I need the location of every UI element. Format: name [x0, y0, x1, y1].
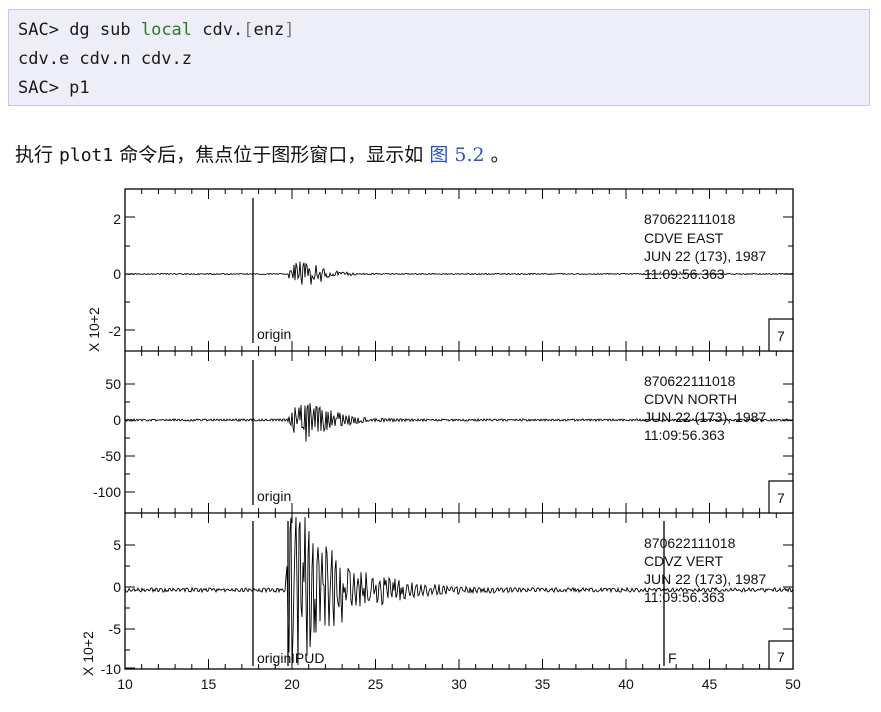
code-prompt: SAC>	[18, 20, 70, 40]
x-tick-label: 40	[618, 676, 634, 692]
station-component: CDVE EAST	[644, 230, 724, 246]
x-tick-label: 20	[284, 676, 300, 692]
station-component: CDVZ VERT	[644, 553, 724, 569]
y-tick-label: -2	[109, 323, 122, 339]
y-tick-label: -10	[101, 661, 121, 677]
x-tick-label: 50	[785, 676, 801, 692]
code-line-2: cdv.e cdv.n cdv.z	[18, 49, 192, 69]
x-tick-label: 10	[117, 676, 133, 692]
y-tick-label: 0	[113, 266, 121, 282]
panel-vert: 5 0 -5 -10 X 10+2 origin IPUD F 87062211…	[80, 516, 794, 677]
body-paragraph: 执行 plot1 命令后，焦点位于图形窗口，显示如 图 5.2 。	[15, 140, 510, 168]
code-block: SAC> dg sub local cdv.[enz] cdv.e cdv.n …	[8, 9, 870, 106]
seismogram-trace-vertical	[124, 516, 794, 667]
y-tick-label: 0	[113, 579, 121, 595]
figure-reference-link[interactable]: 图 5.2	[429, 144, 485, 166]
x-tick-label: 15	[201, 676, 217, 692]
seismogram-trace-north	[124, 403, 794, 442]
code-line-3: SAC> p1	[18, 78, 90, 98]
record-time: 11:09:56.363	[644, 589, 725, 605]
panel-corner-label: 7	[777, 490, 785, 506]
f-pick-label: F	[668, 650, 677, 666]
station-id: 870622111018	[644, 211, 736, 227]
x-tick-label: 25	[368, 676, 384, 692]
code-argument: cdv.	[192, 20, 244, 40]
seismogram-trace-east	[124, 261, 794, 285]
code-command: dg sub	[69, 20, 141, 40]
panel-corner-label: 7	[777, 649, 785, 665]
code-bracket-open: [	[243, 20, 254, 40]
station-component: CDVN NORTH	[644, 391, 737, 407]
record-date: JUN 22 (173), 1987	[644, 409, 766, 425]
x-tick-label: 35	[535, 676, 551, 692]
y-axis-scale-label: X 10+2	[86, 307, 102, 352]
origin-marker-label: origin	[257, 650, 291, 666]
record-time: 11:09:56.363	[644, 427, 725, 443]
record-date: JUN 22 (173), 1987	[644, 248, 766, 264]
panel-north: 50 0 -50 -100 origin 870622111018 CDVN N…	[93, 360, 794, 514]
code-line-1: SAC> dg sub local cdv.[enz]	[18, 16, 869, 45]
code-bracket-close: ]	[284, 20, 295, 40]
panel-corner-box	[768, 318, 794, 352]
record-date: JUN 22 (173), 1987	[644, 571, 766, 587]
code-bracket-body: enz	[253, 20, 285, 40]
inline-command: plot1	[59, 145, 114, 166]
y-tick-label: -100	[93, 484, 121, 500]
y-tick-label: -50	[101, 448, 121, 464]
paragraph-text-middle: 命令后，焦点位于图形窗口，显示如	[113, 144, 430, 166]
code-keyword: local	[140, 20, 193, 40]
station-id: 870622111018	[644, 373, 736, 389]
p-pick-label: IPUD	[291, 650, 324, 666]
panel-corner-box	[768, 640, 794, 670]
panel-corner-box	[768, 480, 794, 514]
y-tick-label: 2	[113, 211, 121, 227]
paragraph-text-before: 执行	[15, 144, 60, 166]
origin-marker-label: origin	[257, 326, 291, 342]
y-tick-label: 0	[113, 412, 121, 428]
y-axis-scale-label: X 10+2	[80, 631, 96, 676]
y-tick-label: -5	[109, 621, 122, 637]
panel-east: 2 0 -2 X 10+2 origin 870622111018 CDVE E…	[86, 198, 794, 352]
y-tick-label: 5	[113, 537, 121, 553]
station-id: 870622111018	[644, 535, 736, 551]
paragraph-text-after: 。	[484, 144, 510, 166]
y-tick-label: 50	[105, 376, 121, 392]
panel-corner-label: 7	[777, 328, 785, 344]
origin-marker-label: origin	[257, 488, 291, 504]
x-tick-label: 30	[451, 676, 467, 692]
x-tick-label: 45	[702, 676, 718, 692]
